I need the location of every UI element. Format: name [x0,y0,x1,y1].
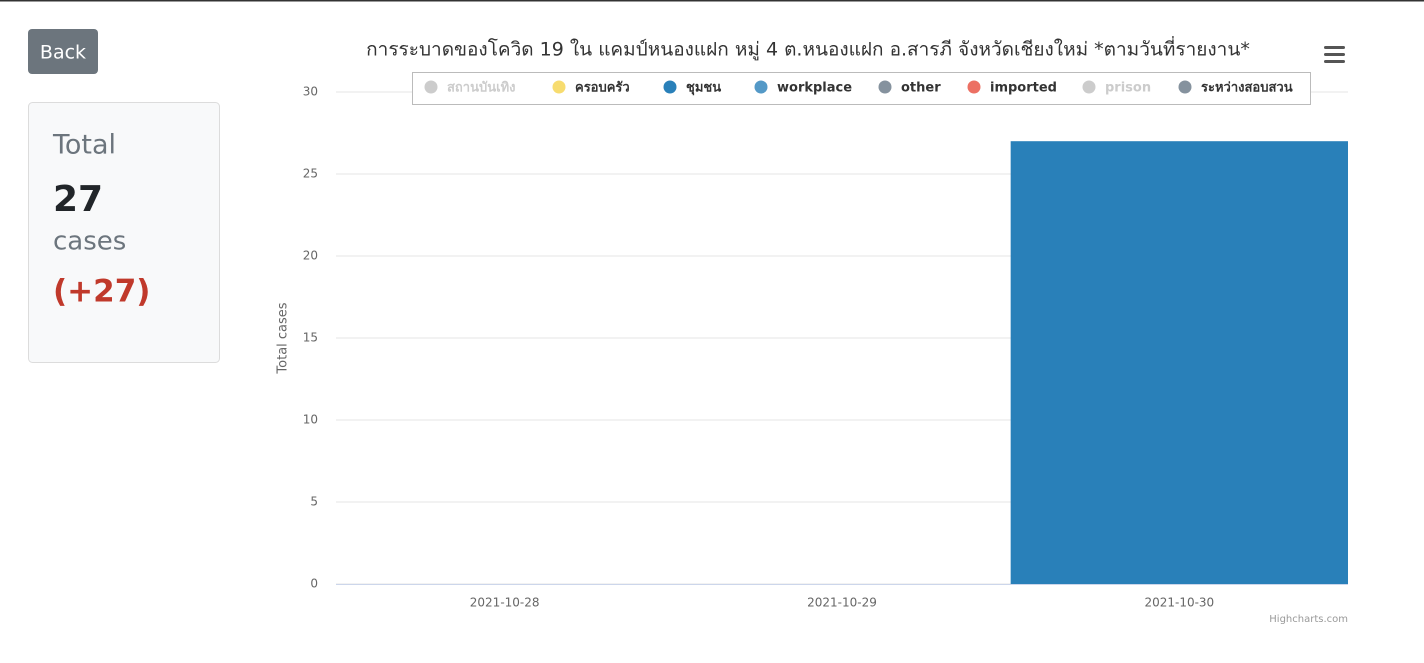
bars [1010,141,1348,584]
legend-item[interactable]: ครอบครัว [552,80,630,96]
summary-unit: cases [53,227,126,257]
legend-item[interactable]: prison [1082,80,1152,96]
x-tick-label: 2021-10-29 [807,596,877,610]
legend-item[interactable]: ชุมชน [663,80,722,96]
bar [1010,141,1348,584]
x-tick-label: 2021-10-30 [1144,596,1214,610]
legend-label[interactable]: ระหว่างสอบสวน [1201,81,1293,96]
legend-box [412,72,1311,105]
credits: Highcharts.com [1269,614,1348,625]
y-tick-label: 15 [303,331,318,345]
legend-symbol[interactable] [1082,80,1096,94]
legend: สถานบันเทิง ครอบครัว ชุมชน workplace other im… [412,72,1311,105]
legend-item[interactable]: สถานบันเทิง [424,80,516,96]
legend-label[interactable]: prison [1105,81,1151,96]
top-border [0,0,1424,2]
summary-change: (+27) [53,274,150,310]
legend-symbol[interactable] [663,80,677,94]
y-axis-label: Total cases [276,302,291,374]
menu-bar[interactable] [1324,53,1345,56]
summary-count: 27 [53,179,103,220]
summary-card-bg [28,102,220,363]
menu-bar[interactable] [1324,60,1345,63]
legend-item[interactable]: other [878,80,942,96]
y-tick-label: 25 [303,167,318,181]
legend-label[interactable]: other [901,81,941,96]
menu-bar[interactable] [1324,46,1345,49]
summary-card: Total 27 cases (+27) [28,102,220,363]
legend-item[interactable]: workplace [754,80,853,96]
legend-symbol[interactable] [1178,80,1192,94]
legend-label[interactable]: ครอบครัว [575,81,630,96]
y-tick-label: 0 [310,577,318,591]
back-button[interactable]: Back [28,29,98,74]
legend-symbol[interactable] [754,80,768,94]
y-tick-label: 20 [303,249,318,263]
legend-item[interactable]: imported [967,80,1058,96]
legend-symbol[interactable] [878,80,892,94]
y-tick-label: 30 [303,85,318,99]
x-tick-label: 2021-10-28 [470,596,540,610]
summary-title: Total [52,130,116,161]
back-button-label[interactable]: Back [40,42,86,64]
legend-symbol[interactable] [424,80,438,94]
legend-symbol[interactable] [967,80,981,94]
legend-symbol[interactable] [552,80,566,94]
y-tick-label: 10 [303,413,318,427]
y-tick-label: 5 [310,495,318,509]
legend-item[interactable]: ระหว่างสอบสวน [1178,80,1293,96]
legend-label[interactable]: workplace [777,81,852,96]
chart-title: การระบาดของโควิด 19 ใน แคมป์หนองแฝก หมู่… [366,36,1250,61]
menu-button[interactable] [1324,46,1345,63]
legend-label[interactable]: imported [990,81,1057,96]
legend-label[interactable]: สถานบันเทิง [447,81,516,96]
legend-label[interactable]: ชุมชน [686,81,721,96]
back-button-bg[interactable] [28,29,98,74]
